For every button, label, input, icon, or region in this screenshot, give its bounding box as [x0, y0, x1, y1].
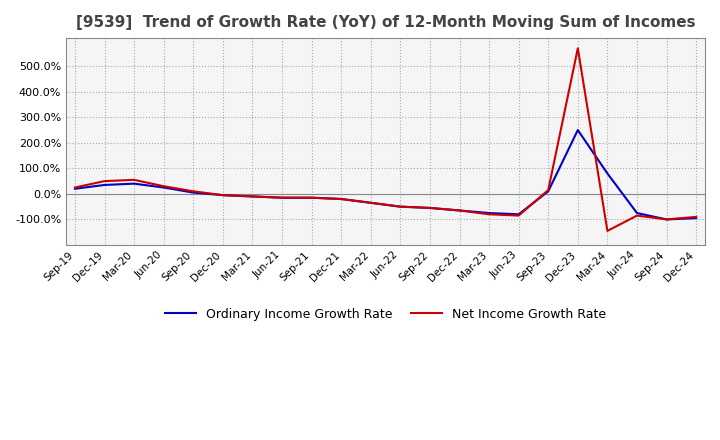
Net Income Growth Rate [189, 189, 197, 194]
Net Income Growth Rate [248, 194, 257, 199]
Net Income Growth Rate [426, 205, 434, 211]
Net Income Growth Rate [455, 208, 464, 213]
Net Income Growth Rate [633, 213, 642, 218]
Ordinary Income Growth Rate [514, 212, 523, 217]
Net Income Growth Rate [396, 204, 405, 209]
Ordinary Income Growth Rate [278, 195, 287, 200]
Net Income Growth Rate [603, 228, 612, 234]
Ordinary Income Growth Rate [692, 216, 701, 221]
Ordinary Income Growth Rate [662, 217, 671, 222]
Net Income Growth Rate [100, 179, 109, 184]
Net Income Growth Rate [159, 183, 168, 189]
Line: Ordinary Income Growth Rate: Ordinary Income Growth Rate [75, 130, 696, 220]
Ordinary Income Growth Rate [307, 195, 316, 200]
Net Income Growth Rate [485, 212, 493, 217]
Net Income Growth Rate [692, 214, 701, 220]
Ordinary Income Growth Rate [633, 210, 642, 216]
Ordinary Income Growth Rate [248, 194, 257, 199]
Ordinary Income Growth Rate [159, 185, 168, 190]
Ordinary Income Growth Rate [396, 204, 405, 209]
Net Income Growth Rate [574, 46, 582, 51]
Net Income Growth Rate [219, 193, 228, 198]
Ordinary Income Growth Rate [71, 186, 79, 191]
Title: [9539]  Trend of Growth Rate (YoY) of 12-Month Moving Sum of Incomes: [9539] Trend of Growth Rate (YoY) of 12-… [76, 15, 696, 30]
Ordinary Income Growth Rate [337, 196, 346, 202]
Net Income Growth Rate [71, 185, 79, 190]
Net Income Growth Rate [278, 195, 287, 200]
Ordinary Income Growth Rate [219, 193, 228, 198]
Net Income Growth Rate [514, 213, 523, 218]
Ordinary Income Growth Rate [455, 208, 464, 213]
Legend: Ordinary Income Growth Rate, Net Income Growth Rate: Ordinary Income Growth Rate, Net Income … [160, 303, 611, 326]
Line: Net Income Growth Rate: Net Income Growth Rate [75, 48, 696, 231]
Net Income Growth Rate [544, 187, 552, 193]
Net Income Growth Rate [130, 177, 138, 183]
Ordinary Income Growth Rate [574, 128, 582, 133]
Ordinary Income Growth Rate [426, 205, 434, 211]
Net Income Growth Rate [366, 200, 375, 205]
Ordinary Income Growth Rate [544, 189, 552, 194]
Net Income Growth Rate [662, 217, 671, 222]
Ordinary Income Growth Rate [366, 200, 375, 205]
Ordinary Income Growth Rate [189, 190, 197, 195]
Ordinary Income Growth Rate [130, 181, 138, 186]
Ordinary Income Growth Rate [603, 171, 612, 176]
Ordinary Income Growth Rate [100, 182, 109, 187]
Net Income Growth Rate [307, 195, 316, 200]
Ordinary Income Growth Rate [485, 210, 493, 216]
Net Income Growth Rate [337, 196, 346, 202]
